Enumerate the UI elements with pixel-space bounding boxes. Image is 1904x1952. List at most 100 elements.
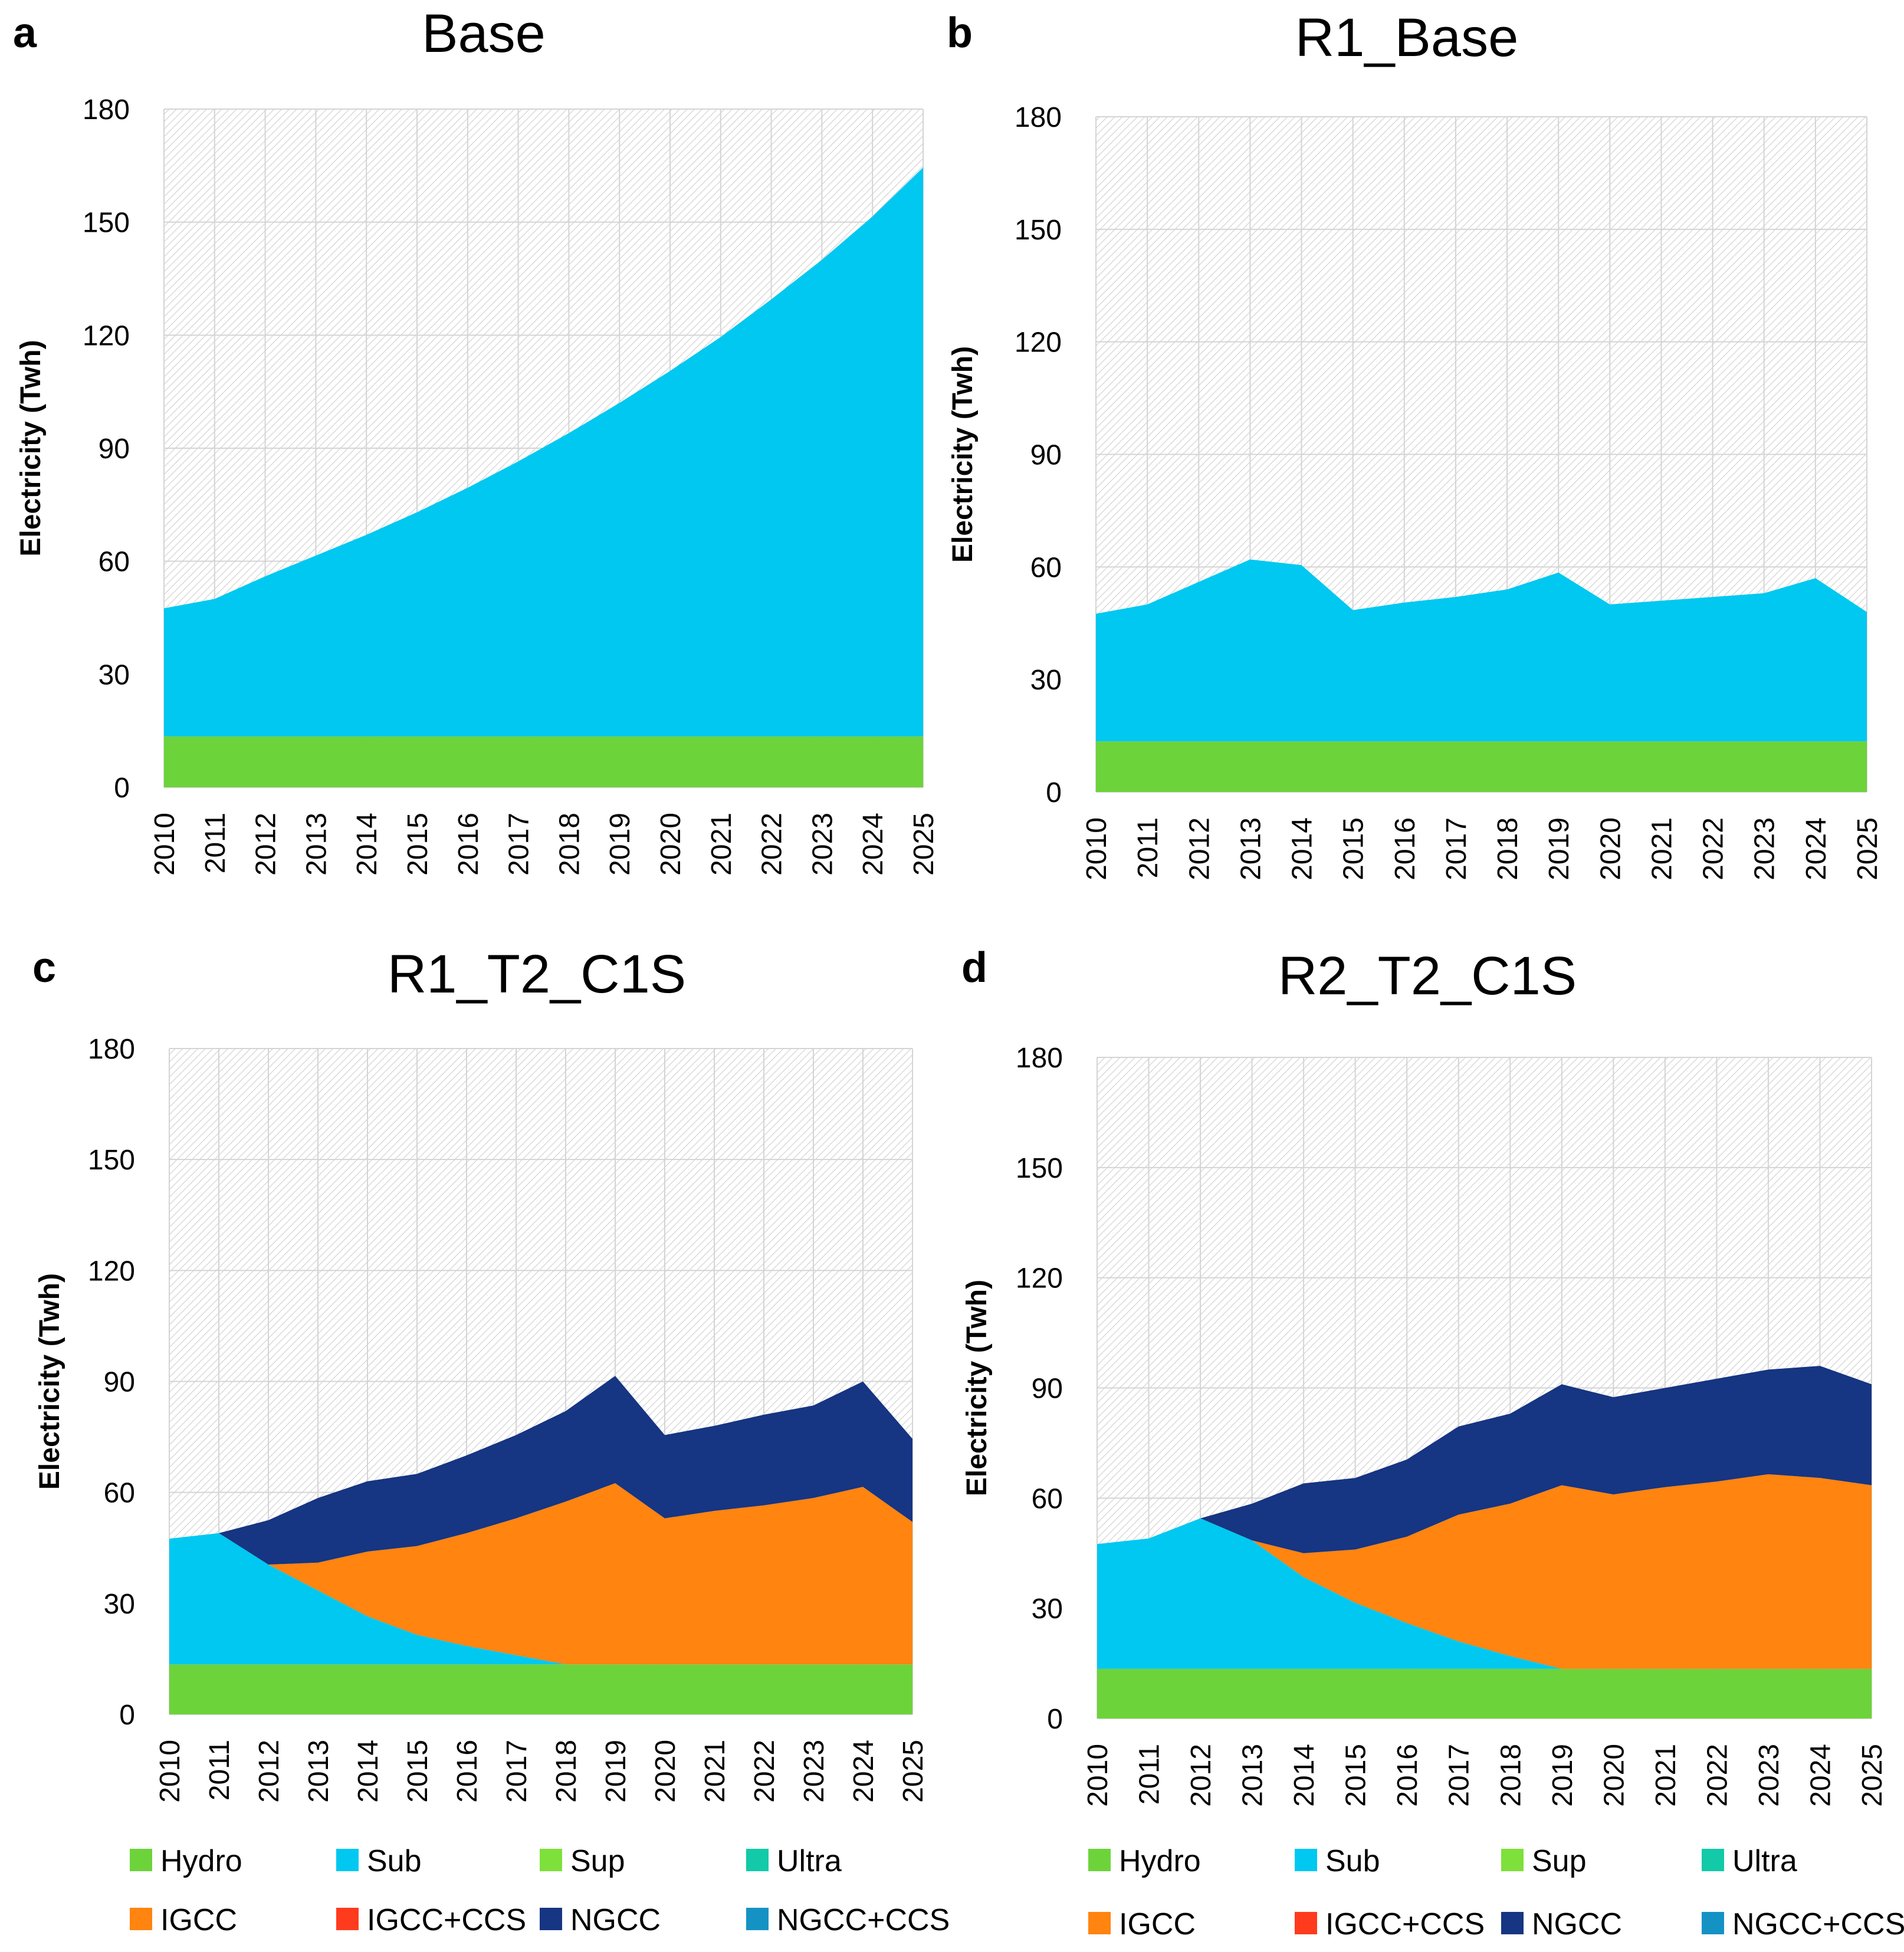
x-tick-label: 2016 [1390, 817, 1421, 880]
y-tick-label: 30 [1030, 665, 1062, 696]
legend-swatch-hydro [130, 1849, 152, 1871]
x-tick-label: 2010 [1082, 1744, 1114, 1807]
x-tick-label: 2019 [1547, 1744, 1578, 1807]
chart-panel-a: 0 30 60 90 120 150 180 2010 2011 2012 2013 2014 2015… [15, 94, 940, 876]
legend-label-hydro: Hydro [1119, 1844, 1201, 1878]
x-tick-label: 2013 [1235, 817, 1266, 880]
legend-swatch-sub [1295, 1849, 1317, 1871]
x-tick-label: 2016 [1392, 1744, 1423, 1807]
area-sub [1097, 1518, 1872, 1669]
x-tick-label: 2017 [1444, 1744, 1475, 1807]
y-tick-label: 60 [99, 547, 130, 578]
panel-c-letter: c [32, 944, 56, 991]
legend-label-igcc-plus-ccs: IGCC+CCS [1325, 1907, 1485, 1941]
legend-swatch-hydro [1088, 1849, 1111, 1871]
x-tick-label: 2013 [301, 813, 332, 876]
x-tick-label: 2015 [1341, 1744, 1372, 1807]
legend-label-sub: Sub [367, 1844, 422, 1878]
chart-panel-d: 0 30 60 90 120 150 180 2010 2011 2012 2013 2014 2015… [961, 1043, 1888, 1807]
panel-a-letter: a [13, 9, 37, 57]
x-tick-label: 2010 [1081, 817, 1112, 880]
y-tick-label: 180 [83, 94, 130, 126]
y-tick-label: 180 [1016, 1043, 1063, 1074]
area-ngcc [169, 1376, 912, 1565]
area-sub [164, 167, 923, 737]
y-tick-label: 90 [104, 1367, 135, 1398]
x-tick-label: 2024 [1805, 1744, 1836, 1807]
panel-c-title: R1_T2_C1S [388, 944, 686, 1004]
x-tick-label: 2023 [1754, 1744, 1785, 1807]
legend-swatch-ultra [746, 1849, 769, 1871]
panel-d-letter: d [961, 944, 987, 991]
x-tick-label: 2017 [504, 813, 535, 876]
y-tick-label: 60 [104, 1478, 135, 1509]
x-tick-label: 2019 [1544, 817, 1575, 880]
x-tick-label: 2022 [1702, 1744, 1733, 1807]
legend-label-sub: Sub [1325, 1844, 1380, 1878]
y-axis-label: Electricity (Twh) [34, 1273, 65, 1490]
x-tick-label: 2015 [402, 1740, 434, 1803]
y-tick-label: 180 [88, 1034, 135, 1065]
x-tick-label: 2021 [1646, 817, 1678, 880]
legend-panel-d: Hydro Sub Sup Ultra IGCC IGCC+CCS NGCC NGCC+CCS [1088, 1844, 1904, 1941]
legend-label-ngcc: NGCC [570, 1903, 661, 1937]
y-tick-label: 90 [1030, 440, 1062, 471]
x-tick-label: 2021 [1650, 1744, 1682, 1807]
legend-label-igcc-plus-ccs: IGCC+CCS [367, 1903, 526, 1937]
x-tick-label: 2023 [1749, 817, 1781, 880]
x-tick-label: 2013 [1237, 1744, 1269, 1807]
panel-a-title: Base [422, 4, 546, 64]
y-tick-label: 90 [99, 433, 130, 465]
y-tick-label: 120 [1015, 327, 1062, 359]
legend-label-ultra: Ultra [1732, 1844, 1797, 1878]
area-hydro [169, 1664, 912, 1714]
y-tick-label: 0 [119, 1700, 135, 1731]
x-tick-label: 2017 [1441, 817, 1472, 880]
x-tick-label: 2010 [149, 813, 180, 876]
area-sub [1096, 559, 1867, 742]
x-tick-label: 2012 [1184, 817, 1215, 880]
area-hydro [1097, 1668, 1872, 1718]
legend-label-ngcc-plus-ccs: NGCC+CCS [777, 1903, 950, 1937]
x-tick-label: 2024 [858, 813, 889, 876]
area-igcc [1097, 1474, 1872, 1669]
legend-label-igcc: IGCC [160, 1903, 237, 1937]
x-tick-label: 2020 [655, 813, 687, 876]
x-tick-label: 2019 [600, 1740, 632, 1803]
legend-swatch-sup [1501, 1849, 1524, 1871]
y-axis-label: Electricity (Twh) [947, 346, 979, 563]
x-tick-label: 2023 [799, 1740, 830, 1803]
legend-label-ngcc: NGCC [1532, 1907, 1622, 1941]
y-tick-label: 120 [88, 1256, 135, 1287]
x-tick-label: 2014 [353, 1740, 384, 1803]
x-tick-label: 2011 [200, 813, 231, 873]
y-tick-label: 180 [1015, 102, 1062, 133]
legend-label-ngcc-plus-ccs: NGCC+CCS [1732, 1907, 1904, 1941]
chart-panel-b: 0 30 60 90 120 150 180 2010 2011 2012 2013 2014 2015… [947, 102, 1883, 880]
x-tick-label: 2022 [1698, 817, 1729, 880]
x-tick-label: 2022 [757, 813, 788, 876]
legend-swatch-sup [540, 1849, 562, 1871]
x-tick-label: 2021 [700, 1740, 731, 1803]
x-tick-label: 2012 [251, 813, 282, 876]
area-igcc [169, 1483, 912, 1665]
x-tick-label: 2018 [1495, 1744, 1527, 1807]
x-tick-label: 2025 [1857, 1744, 1888, 1807]
y-tick-label: 0 [1047, 1704, 1063, 1735]
legend-swatch-ngcc-plus-ccs [746, 1908, 769, 1930]
x-tick-label: 2020 [1595, 817, 1626, 880]
x-tick-label: 2015 [1338, 817, 1370, 880]
legend-swatch-ultra [1702, 1849, 1724, 1871]
y-tick-label: 120 [83, 320, 130, 351]
x-tick-label: 2012 [1186, 1744, 1217, 1807]
x-tick-label: 2015 [402, 813, 434, 876]
x-tick-label: 2013 [303, 1740, 334, 1803]
x-tick-label: 2019 [605, 813, 636, 876]
area-hydro [1096, 741, 1867, 792]
x-tick-label: 2018 [554, 813, 585, 876]
x-tick-label: 2012 [254, 1740, 285, 1803]
x-tick-label: 2021 [706, 813, 737, 876]
legend-swatch-ngcc-plus-ccs [1702, 1912, 1724, 1934]
x-tick-label: 2016 [452, 1740, 483, 1803]
legend-label-ultra: Ultra [777, 1844, 842, 1878]
